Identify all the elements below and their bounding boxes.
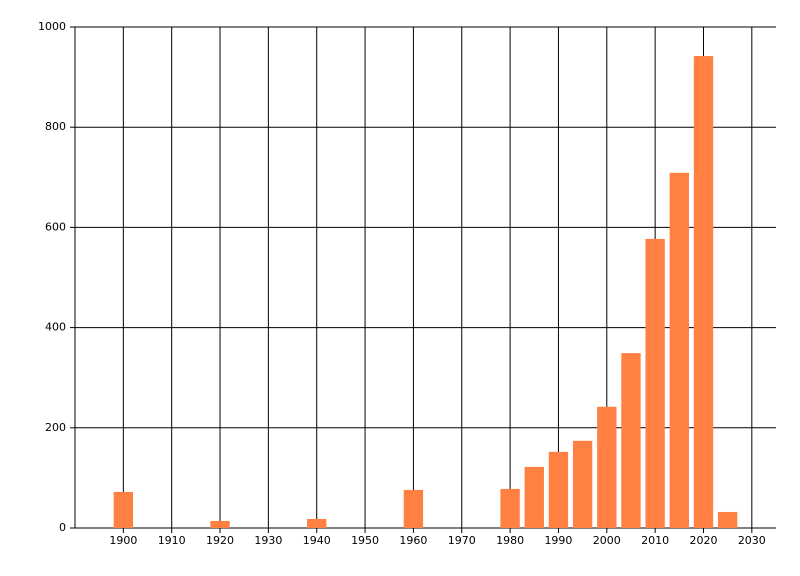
bar — [548, 451, 569, 528]
bar — [113, 491, 134, 528]
bar — [717, 511, 738, 528]
x-tick-label: 1970 — [448, 534, 476, 547]
x-tick-label: 1930 — [254, 534, 282, 547]
bar — [307, 518, 327, 528]
x-tick-label: 1990 — [544, 534, 572, 547]
x-tick-label: 2010 — [641, 534, 669, 547]
bar — [621, 353, 641, 528]
bar — [500, 488, 520, 528]
y-tick-label: 800 — [45, 120, 66, 133]
x-tick-label: 2030 — [738, 534, 766, 547]
y-tick-label: 600 — [45, 220, 66, 233]
bar — [645, 238, 665, 528]
bar — [210, 520, 230, 528]
bar — [597, 406, 617, 528]
y-tick-label: 1000 — [38, 20, 66, 33]
bar — [693, 56, 714, 529]
x-tick-label: 1910 — [158, 534, 186, 547]
x-tick-label: 1980 — [496, 534, 524, 547]
y-tick-label: 200 — [45, 421, 66, 434]
x-tick-label: 2020 — [689, 534, 717, 547]
bar — [669, 172, 689, 528]
x-tick-label: 1960 — [399, 534, 427, 547]
y-tick-label: 400 — [45, 321, 66, 334]
bar — [524, 466, 544, 528]
x-tick-label: 1940 — [303, 534, 331, 547]
y-tick-label: 0 — [59, 521, 66, 534]
bar — [572, 440, 593, 528]
x-tick-label: 1900 — [109, 534, 137, 547]
x-tick-label: 1950 — [351, 534, 379, 547]
bar — [403, 489, 424, 528]
x-tick-label: 1920 — [206, 534, 234, 547]
x-tick-label: 2000 — [593, 534, 621, 547]
